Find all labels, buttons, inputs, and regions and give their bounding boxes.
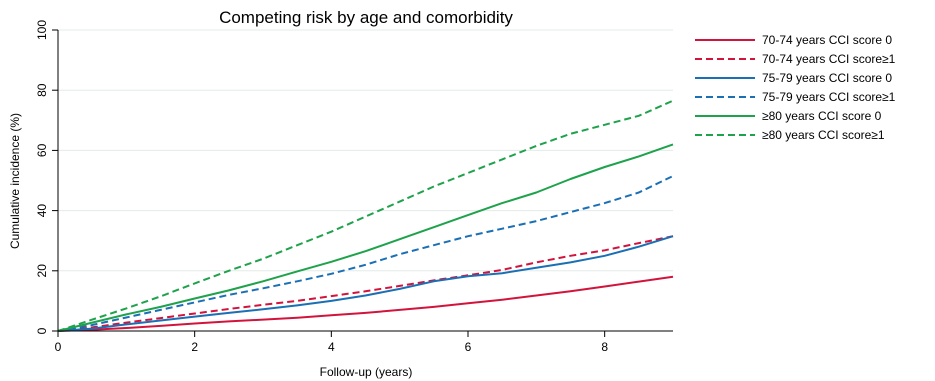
legend-label-0: 70-74 years CCI score 0 (762, 33, 892, 47)
series-lines (57, 99, 674, 332)
series-line-1 (57, 235, 674, 332)
y-tick-label-1: 20 (35, 264, 49, 278)
gridlines (58, 29, 673, 272)
x-tick-label-1: 2 (191, 340, 198, 354)
legend-label-3: 75-79 years CCI score≥1 (762, 90, 896, 104)
x-tick-label-4: 8 (601, 340, 608, 354)
series-line-2 (57, 235, 674, 332)
y-axis-label: Cumulative incidence (%) (8, 113, 22, 249)
legend-label-5: ≥80 years CCI score≥1 (762, 128, 885, 142)
x-tick-label-3: 6 (465, 340, 472, 354)
y-tick-label-5: 100 (35, 20, 49, 40)
legend-label-1: 70-74 years CCI score≥1 (762, 52, 896, 66)
series-line-4 (57, 143, 674, 332)
y-tick-label-0: 0 (35, 327, 49, 334)
x-axis-label: Follow-up (years) (320, 365, 413, 379)
series-line-3 (57, 175, 674, 332)
chart-title: Competing risk by age and comorbidity (219, 8, 513, 27)
y-tick-label-3: 60 (35, 143, 49, 157)
axes (52, 29, 673, 337)
y-tick-label-4: 80 (35, 83, 49, 97)
series-line-0 (57, 275, 674, 332)
legend-label-4: ≥80 years CCI score 0 (762, 109, 882, 123)
x-tick-label-2: 4 (328, 340, 335, 354)
y-tick-label-2: 40 (35, 204, 49, 218)
x-tick-label-0: 0 (55, 340, 62, 354)
legend-label-2: 75-79 years CCI score 0 (762, 71, 892, 85)
legend: 70-74 years CCI score 0 70-74 years CCI s… (695, 33, 896, 142)
